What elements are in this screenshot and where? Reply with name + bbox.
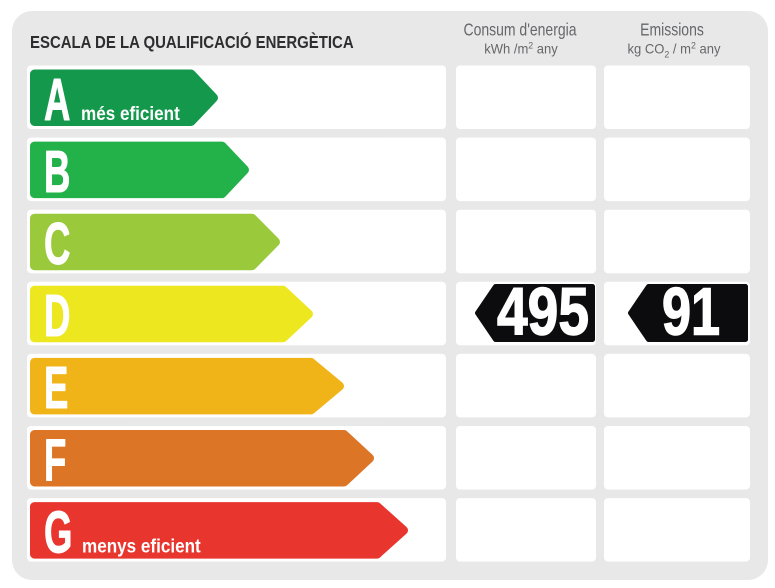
svg-text:91: 91 [662,274,720,349]
svg-text:menys eficient: menys eficient [82,536,201,557]
svg-text:Emissions: Emissions [640,21,704,40]
svg-text:més eficient: més eficient [81,103,180,124]
svg-text:495: 495 [497,274,589,349]
svg-text:E: E [44,357,68,422]
svg-text:Consum d'energia: Consum d'energia [463,21,576,40]
svg-text:C: C [44,212,70,277]
svg-text:kWh /m2 any: kWh /m2 any [484,40,558,56]
svg-text:F: F [44,429,66,494]
svg-text:G: G [44,501,72,566]
svg-text:D: D [44,284,70,349]
svg-text:ESCALA DE LA QUALIFICACIÓ ENER: ESCALA DE LA QUALIFICACIÓ ENERGÈTICA [30,32,354,52]
svg-text:kg CO2 / m2 any: kg CO2 / m2 any [628,40,721,59]
svg-text:A: A [44,68,70,133]
svg-text:B: B [44,140,70,205]
